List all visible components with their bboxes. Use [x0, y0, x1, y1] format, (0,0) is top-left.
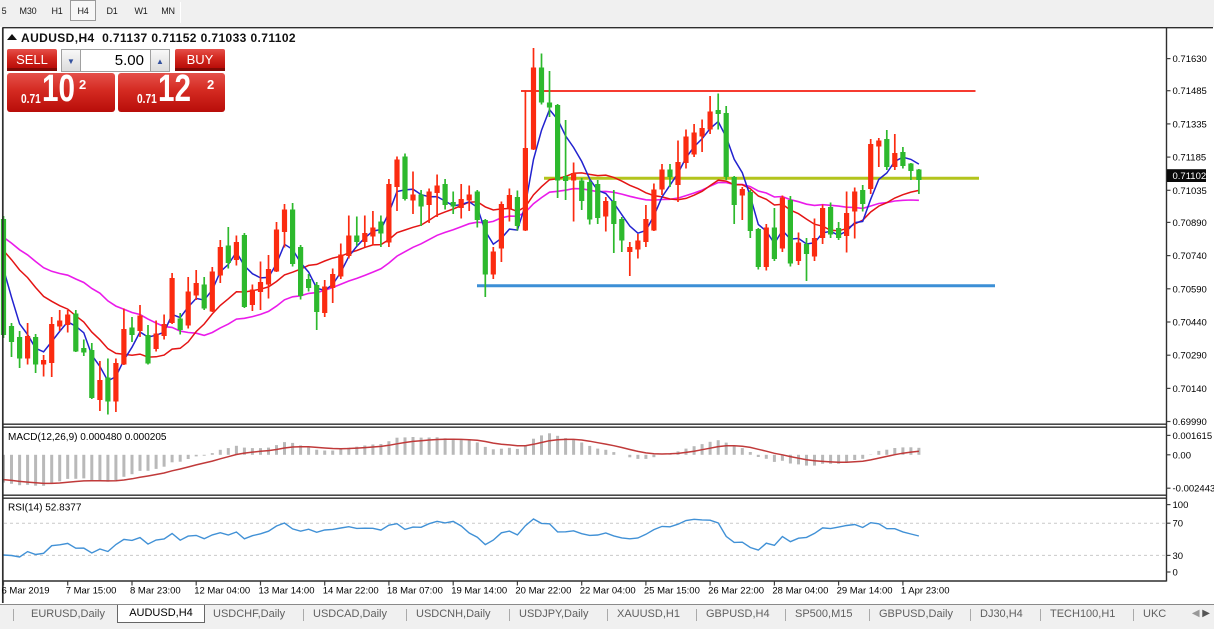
svg-text:0.71035: 0.71035	[1173, 186, 1207, 197]
svg-text:0.71185: 0.71185	[1173, 153, 1207, 164]
svg-text:70: 70	[1173, 519, 1184, 530]
svg-text:0.70440: 0.70440	[1173, 318, 1207, 329]
svg-text:1 Apr 23:00: 1 Apr 23:00	[901, 586, 950, 597]
svg-text:0.71102: 0.71102	[1173, 171, 1207, 182]
svg-text:RSI(14) 52.8377: RSI(14) 52.8377	[8, 503, 82, 514]
svg-text:28 Mar 04:00: 28 Mar 04:00	[772, 586, 828, 597]
svg-text:20 Mar 22:00: 20 Mar 22:00	[515, 586, 571, 597]
svg-text:100: 100	[1173, 500, 1189, 511]
svg-text:0: 0	[1173, 568, 1178, 579]
svg-text:18 Mar 07:00: 18 Mar 07:00	[387, 586, 443, 597]
svg-text:0.70890: 0.70890	[1173, 218, 1207, 229]
svg-text:19 Mar 14:00: 19 Mar 14:00	[451, 586, 507, 597]
svg-text:13 Mar 14:00: 13 Mar 14:00	[259, 586, 315, 597]
svg-text:8 Mar 23:00: 8 Mar 23:00	[130, 586, 181, 597]
svg-text:22 Mar 04:00: 22 Mar 04:00	[580, 586, 636, 597]
svg-text:0.70140: 0.70140	[1173, 384, 1207, 395]
svg-text:0.00: 0.00	[1173, 450, 1192, 461]
svg-text:6 Mar 2019: 6 Mar 2019	[2, 586, 50, 597]
svg-text:12 Mar 04:00: 12 Mar 04:00	[194, 586, 250, 597]
svg-text:25 Mar 15:00: 25 Mar 15:00	[644, 586, 700, 597]
svg-text:0.71485: 0.71485	[1173, 86, 1207, 97]
svg-text:0.70290: 0.70290	[1173, 351, 1207, 362]
svg-text:0.69990: 0.69990	[1173, 417, 1207, 428]
svg-text:MACD(12,26,9) 0.000480 0.00020: MACD(12,26,9) 0.000480 0.000205	[8, 432, 167, 443]
svg-text:29 Mar 14:00: 29 Mar 14:00	[837, 586, 893, 597]
svg-text:0.71335: 0.71335	[1173, 119, 1207, 130]
svg-text:30: 30	[1173, 551, 1184, 562]
svg-text:-0.002443: -0.002443	[1173, 484, 1214, 495]
svg-text:7 Mar 15:00: 7 Mar 15:00	[66, 586, 117, 597]
svg-text:14 Mar 22:00: 14 Mar 22:00	[323, 586, 379, 597]
svg-text:0.71630: 0.71630	[1173, 54, 1207, 65]
svg-text:0.70590: 0.70590	[1173, 284, 1207, 295]
svg-text:0.70740: 0.70740	[1173, 251, 1207, 262]
svg-text:26 Mar 22:00: 26 Mar 22:00	[708, 586, 764, 597]
svg-text:0.001615: 0.001615	[1173, 431, 1213, 442]
